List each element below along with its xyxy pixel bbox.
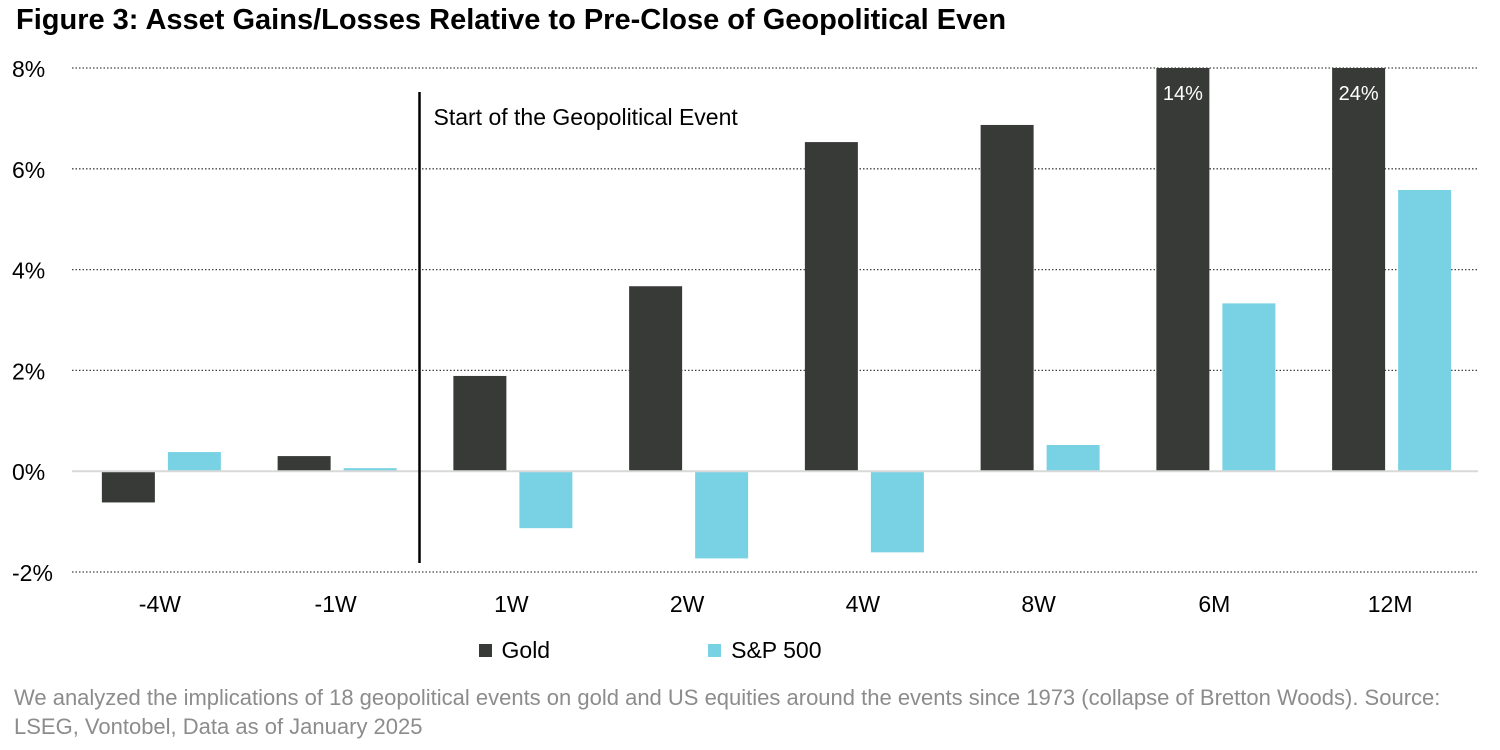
x-tick-label: -4W	[139, 591, 181, 617]
legend-item-gold: Gold	[478, 637, 551, 664]
bar-gold	[980, 124, 1034, 472]
footnote: We analyzed the implications of 18 geopo…	[14, 685, 1441, 739]
x-tick-label: 12M	[1368, 591, 1413, 617]
y-tick-label: -2%	[12, 560, 53, 586]
x-tick-label: 1W	[494, 591, 529, 617]
bar-gold	[453, 375, 507, 472]
bar-sp500	[695, 471, 749, 559]
bar-sp500	[167, 452, 221, 472]
legend-swatch-sp500	[708, 644, 722, 657]
bar-sp500	[1398, 189, 1452, 472]
x-tick-label: 2W	[670, 591, 705, 617]
bar-gold	[1332, 68, 1386, 472]
x-tick-label: 8W	[1021, 591, 1056, 617]
legend-label-gold: Gold	[501, 637, 551, 663]
bar-gold	[101, 471, 155, 503]
event-annotation: Start of the Geopolitical Event	[434, 104, 739, 130]
y-tick-label: 8%	[12, 56, 45, 82]
bar-gold	[277, 456, 331, 472]
x-tick-label: 4W	[846, 591, 881, 617]
data-label: 14%	[1163, 83, 1203, 105]
bar-sp500	[870, 471, 924, 553]
data-label: 24%	[1339, 83, 1379, 105]
bar-chart: -2% 0% 2% 4% 6% 8% -4W -1W 1W 2W 4W 8W 6M 14% 12M 24% St…	[12, 56, 1478, 617]
bar-gold	[629, 286, 683, 472]
y-tick-label: 6%	[12, 157, 45, 183]
bar-sp500	[1046, 444, 1100, 472]
x-tick-label: 6M	[1198, 591, 1230, 617]
bar-gold	[804, 142, 858, 472]
chart-title: Figure 3: Asset Gains/Losses Relative to…	[16, 4, 1007, 36]
legend: Gold S&P 500	[0, 637, 1500, 664]
y-tick-label: 4%	[12, 258, 45, 284]
legend-label-sp500: S&P 500	[731, 637, 822, 663]
y-tick-label: 0%	[12, 459, 45, 485]
bar-sp500	[1222, 303, 1276, 472]
y-tick-label: 2%	[12, 358, 45, 384]
legend-item-sp500: S&P 500	[588, 637, 821, 664]
bar-gold	[1156, 68, 1210, 472]
bar-sp500	[519, 471, 573, 529]
legend-swatch-gold	[478, 644, 492, 657]
bar-sp500	[343, 468, 397, 472]
x-tick-label: -1W	[315, 591, 357, 617]
